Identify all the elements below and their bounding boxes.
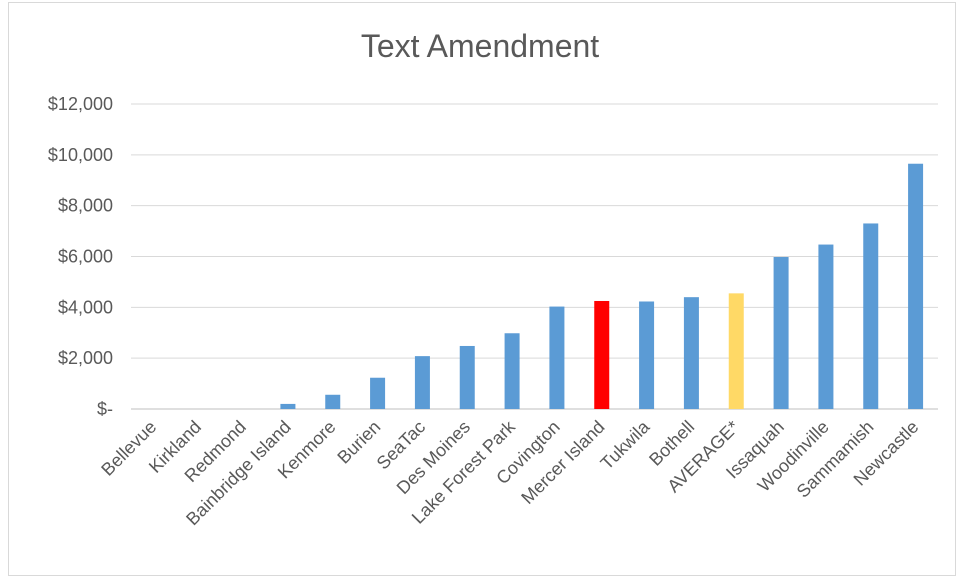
bar [639,301,655,409]
x-tick-label: Bellevue [97,417,160,480]
y-tick-label: $4,000 [58,297,113,317]
gridlines [131,103,938,410]
bar [414,356,430,409]
chart-title: Text Amendment [360,28,600,64]
bar [280,403,296,409]
bar [908,163,924,409]
y-tick-label: $8,000 [58,196,113,216]
bar [594,300,610,409]
y-tick-label: $2,000 [58,348,113,368]
bar [728,293,744,409]
bar [863,223,879,409]
y-tick-label: $- [97,399,113,419]
y-axis-tick-labels: $- $2,000 $4,000 $6,000 $8,000 $10,000 $12,000 [48,94,113,419]
bar [818,244,834,409]
y-tick-label: $6,000 [58,247,113,267]
bar [773,257,789,409]
chart-frame [8,2,956,576]
bar [683,297,699,409]
bar [459,345,475,409]
y-tick-label: $10,000 [48,145,113,165]
bars [280,163,924,409]
x-tick-label: Tukwila [597,416,655,474]
bar [370,377,386,409]
y-tick-label: $12,000 [48,94,113,114]
bar [325,394,341,409]
bar [504,333,520,409]
bar [549,306,565,409]
